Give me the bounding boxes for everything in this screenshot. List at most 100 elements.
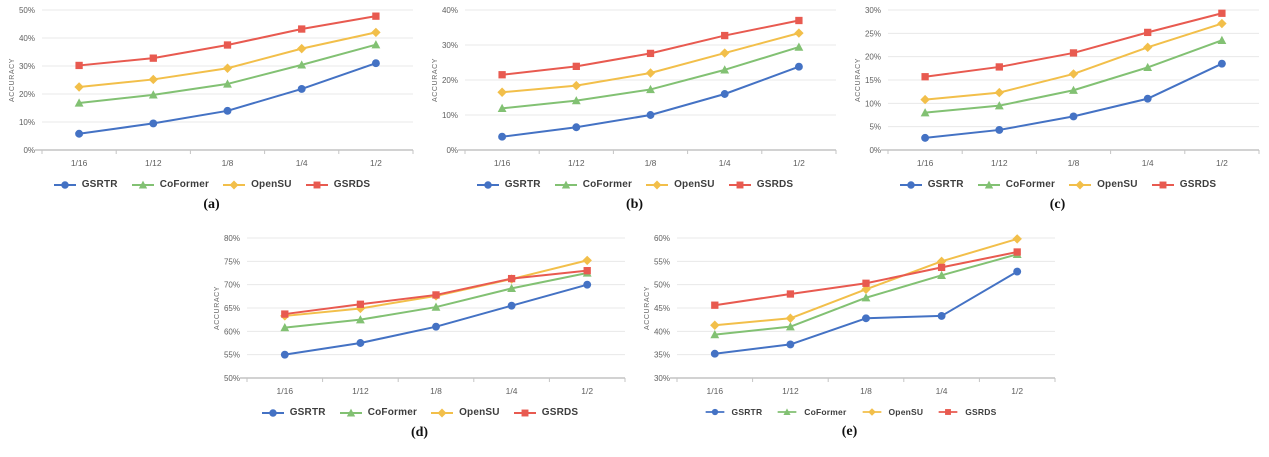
triangle-marker — [148, 90, 158, 99]
y-tick-label: 15% — [865, 76, 881, 85]
diamond-legend-icon — [223, 180, 246, 189]
chart-caption-e: (e) — [841, 424, 858, 439]
triangle-marker — [431, 302, 440, 311]
y-tick-label: 80% — [223, 234, 239, 243]
circle-marker — [906, 180, 915, 189]
y-tick-label: 30% — [442, 41, 458, 50]
square-marker — [710, 301, 718, 309]
x-tick-label: 1/2 — [793, 158, 805, 168]
legend-item-gsrtr: GSRTR — [53, 179, 118, 190]
x-tick-label: 1/16 — [917, 158, 934, 168]
square-marker — [223, 41, 232, 49]
legend-label: GSRDS — [541, 407, 579, 418]
chart-caption-c: (c) — [1049, 197, 1066, 212]
square-marker — [921, 73, 929, 81]
square-marker — [431, 291, 440, 299]
y-tick-label: 45% — [653, 304, 669, 313]
square-marker — [149, 54, 157, 62]
circle-marker — [355, 339, 364, 347]
x-tick-label: 1/2 — [581, 386, 593, 396]
legend-label: CoFormer — [1005, 179, 1056, 190]
triangle-marker — [709, 330, 719, 339]
legend-label: CoFormer — [804, 407, 847, 417]
circle-marker — [268, 408, 277, 417]
x-tick-label: 1/4 — [935, 386, 947, 396]
x-tick-label: 1/12 — [145, 158, 162, 168]
square-marker — [945, 409, 952, 415]
legend-label: OpenSU — [1097, 179, 1138, 190]
legend-label: GSRTR — [289, 407, 326, 418]
chart-e-plot: 30% 35% 40% 45% 50% 55% 60% 1/16 1/12 1/8 1/4 1/2 AC… — [644, 234, 1055, 396]
x-tick-label: 1/4 — [505, 386, 517, 396]
square-legend-icon — [728, 181, 751, 188]
legend-a: GSRTR CoFormer OpenSU GSRDS — [53, 179, 371, 190]
legend-label: GSRTR — [504, 179, 541, 190]
triangle-legend-icon — [554, 180, 577, 188]
diamond-marker — [785, 313, 795, 323]
y-tick-label: 20% — [442, 76, 458, 85]
square-marker — [795, 16, 803, 25]
square-marker — [75, 61, 83, 70]
legend-c: GSRTR CoFormer OpenSU GSRDS — [899, 179, 1217, 190]
square-marker — [572, 62, 580, 70]
legend-label: CoFormer — [367, 407, 418, 418]
diamond-marker — [148, 74, 159, 85]
chart-row-bottom: 50% 55% 60% 65% 70% 75% 80% 1/16 1/12 1/8 1/4 1/2 AC… — [0, 228, 1269, 457]
legend-label: GSRTR — [731, 407, 763, 417]
square-marker — [1069, 49, 1078, 57]
legend-d: GSRTR CoFormer OpenSU GSRDS — [261, 407, 579, 418]
legend-item-gsrtr: GSRTR — [703, 407, 763, 417]
square-marker — [1218, 9, 1226, 17]
y-axis-title: ACCURACY — [214, 286, 221, 330]
x-tick-label: 1/8 — [860, 386, 872, 396]
legend-label: GSRDS — [1179, 179, 1217, 190]
diamond-legend-icon — [431, 408, 454, 417]
triangle-marker — [1217, 35, 1227, 44]
triangle-marker — [920, 108, 930, 117]
x-tick-label: 1/16 — [71, 158, 88, 168]
chart-caption-a: (a) — [203, 197, 220, 212]
triangle-marker — [355, 315, 365, 324]
circle-marker — [297, 85, 306, 93]
legend-b: GSRTR CoFormer OpenSU GSRDS — [476, 179, 794, 190]
diamond-marker — [571, 80, 582, 91]
diamond-marker — [74, 82, 84, 92]
circle-marker — [371, 59, 380, 68]
legend-item-gsrtr: GSRTR — [261, 407, 326, 418]
circle-marker — [60, 180, 69, 189]
x-tick-label: 1/8 — [430, 386, 442, 396]
circle-marker — [483, 180, 492, 189]
y-tick-label: 50% — [653, 281, 669, 290]
square-marker — [1144, 28, 1152, 37]
triangle-marker — [279, 323, 289, 332]
diamond-marker — [709, 320, 720, 330]
circle-marker — [937, 311, 946, 320]
chart-e: 30% 35% 40% 45% 50% 55% 60% 1/16 1/12 1/8 1/4 1/2 AC… — [635, 228, 1065, 457]
diamond-marker — [936, 256, 946, 267]
legend-label: OpenSU — [459, 407, 500, 418]
circle-marker — [582, 280, 591, 289]
legend-label: GSRDS — [965, 407, 997, 417]
y-tick-label: 40% — [19, 34, 35, 43]
square-marker — [721, 31, 729, 40]
square-marker — [646, 49, 655, 58]
triangle-marker — [497, 103, 507, 112]
triangle-marker — [223, 79, 232, 88]
legend-e: GSRTR CoFormer OpenSU GSRDS — [703, 407, 997, 417]
diamond-legend-icon — [646, 180, 669, 189]
legend-item-coformer: CoFormer — [131, 179, 209, 190]
legend-item-gsrds: GSRDS — [513, 407, 579, 418]
chart-c-plot: 0% 5% 10% 15% 20% 25% 30% 1/16 1/12 1/8 1/4 1/2 ACCU… — [855, 6, 1260, 168]
circle-legend-icon — [53, 180, 76, 189]
square-marker — [937, 263, 945, 272]
square-marker — [583, 267, 591, 275]
circle-marker — [280, 350, 289, 359]
triangle-marker — [506, 283, 516, 293]
diamond-marker — [222, 63, 233, 73]
circle-marker — [785, 340, 794, 349]
triangle-marker — [794, 42, 804, 51]
diamond-marker — [437, 408, 447, 417]
legend-item-gsrds: GSRDS — [728, 179, 794, 190]
circle-marker — [223, 106, 232, 115]
